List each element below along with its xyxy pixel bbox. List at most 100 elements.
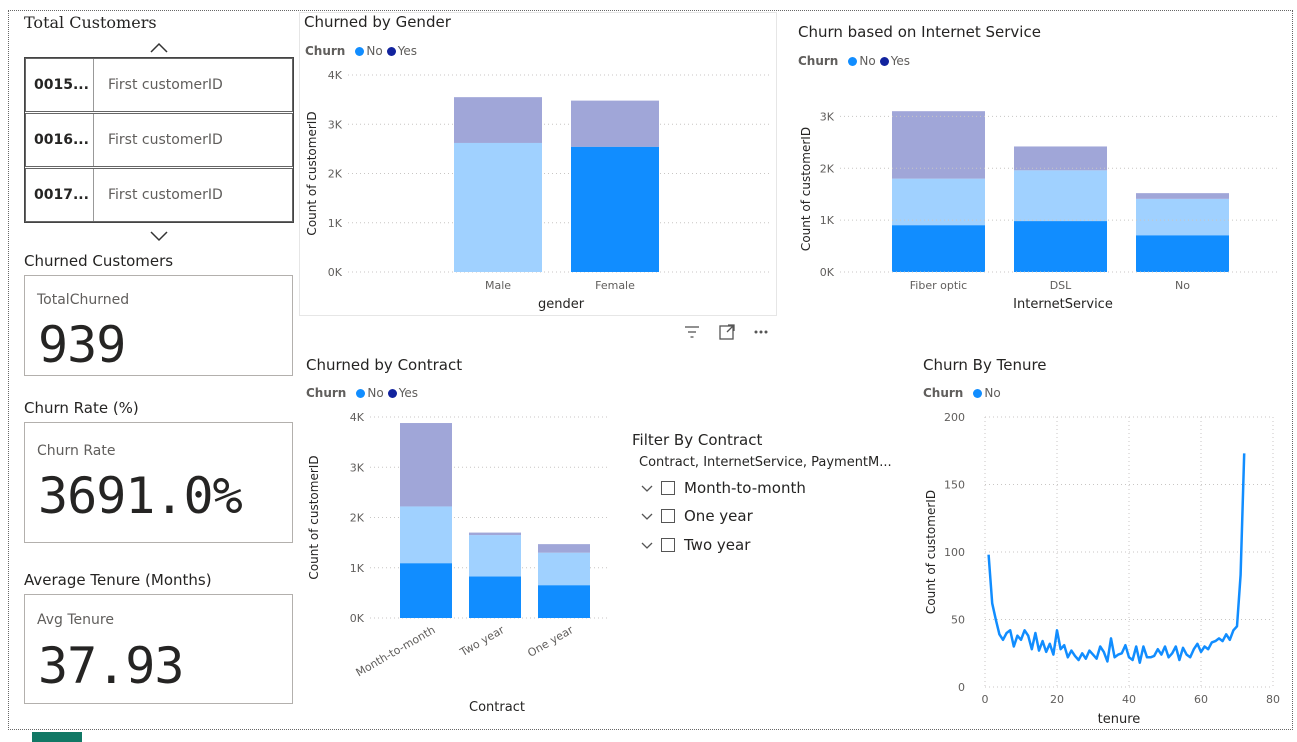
slicer-subtitle: Contract, InternetService, PaymentM... <box>639 455 892 470</box>
slicer-item-month-to-month[interactable]: Month-to-month <box>641 479 806 501</box>
total-customers-title: Total Customers <box>24 13 157 32</box>
avg-tenure-card[interactable]: Avg Tenure 37.93 <box>24 594 293 704</box>
y-tick-label: 3K <box>820 110 835 123</box>
bar-no-selected <box>892 225 985 272</box>
customer-id-cell: 0015... <box>26 59 94 111</box>
chart-title: Churn By Tenure <box>923 356 1047 374</box>
y-axis-label: Count of customerID <box>799 127 813 251</box>
x-tick-label: 80 <box>1266 693 1280 706</box>
more-options-icon[interactable] <box>752 323 770 341</box>
expand-chevron-icon[interactable] <box>641 485 653 493</box>
y-tick-label: 4K <box>350 411 365 424</box>
chart-title: Churned by Gender <box>304 13 451 31</box>
legend-no: No <box>859 54 876 68</box>
chart-legend[interactable]: Churn No Yes <box>798 54 910 68</box>
legend-no-dot <box>356 389 366 398</box>
slicer-item-label: Month-to-month <box>684 479 806 497</box>
legend-title: Churn <box>306 386 347 400</box>
legend-yes-dot <box>387 389 397 398</box>
legend-yes: Yes <box>890 54 911 68</box>
tenure-line-chart[interactable]: 0 50 100 150 200 0 20 40 60 80 Count of customerID… <box>918 404 1288 726</box>
slicer-item-label: One year <box>684 507 753 525</box>
legend-yes: Yes <box>398 386 419 400</box>
bar-no-selected <box>400 563 452 618</box>
first-customer-cell: First customerID <box>108 77 223 93</box>
y-tick-label: 0K <box>328 266 343 279</box>
y-tick-label: 2K <box>350 512 365 525</box>
bar-yes-light <box>571 100 659 147</box>
internet-service-bar-chart[interactable]: Count of customerID Fiber optic DSL No Inter… <box>794 86 1284 316</box>
legend-title: Churn <box>305 44 346 58</box>
bar-no-selected <box>454 142 542 272</box>
focus-mode-icon[interactable] <box>718 323 736 341</box>
y-tick-label: 1K <box>820 214 835 227</box>
y-tick-label: 200 <box>944 411 965 424</box>
x-tick-label: Female <box>595 279 635 292</box>
checkbox[interactable] <box>661 509 675 523</box>
x-axis-label: InternetService <box>1013 297 1113 312</box>
customer-id-cell: 0017... <box>26 169 94 221</box>
slicer-item-one-year[interactable]: One year <box>641 507 753 529</box>
card-label: TotalChurned <box>37 292 130 308</box>
slicer-title: Filter By Contract <box>632 431 763 449</box>
expand-chevron-icon[interactable] <box>641 513 653 521</box>
y-axis-label: Count of customerID <box>924 490 938 614</box>
chevron-up-icon[interactable] <box>148 41 170 55</box>
y-tick-label: 0K <box>350 612 365 625</box>
legend-no-dot <box>973 389 983 398</box>
first-customer-cell: First customerID <box>108 187 223 203</box>
card-label: Churn Rate <box>37 443 116 459</box>
contract-bar-chart[interactable]: 0K 1K 2K 3K 4K Count of customerID Month-to-mo… <box>302 402 612 722</box>
churned-customers-card[interactable]: TotalChurned 939 <box>24 275 293 376</box>
checkbox[interactable] <box>661 481 675 495</box>
x-tick-label: No <box>1175 279 1190 292</box>
page-tab-indicator[interactable] <box>32 732 82 742</box>
legend-yes-dot <box>879 57 889 66</box>
bar-no-selected <box>1014 221 1107 272</box>
checkbox[interactable] <box>661 538 675 552</box>
avg-tenure-title: Average Tenure (Months) <box>24 571 212 589</box>
legend-yes: Yes <box>397 44 418 58</box>
y-tick-label: 3K <box>350 461 365 474</box>
bar-yes-light <box>1136 193 1229 199</box>
chart-legend[interactable]: Churn No <box>923 386 1001 400</box>
first-customer-cell: First customerID <box>108 132 223 148</box>
gender-bar-chart[interactable]: 0K 1K 2K 3K 4K Count of customerID Male Femaleg… <box>300 60 776 315</box>
churn-rate-title: Churn Rate (%) <box>24 399 139 417</box>
filter-icon[interactable] <box>683 323 701 341</box>
y-axis-label: Count of customerID <box>305 111 319 235</box>
table-row[interactable]: 0015... First customerID <box>25 58 293 112</box>
x-tick-label: 60 <box>1194 693 1208 706</box>
gender-chart-frame[interactable] <box>299 12 777 316</box>
slicer-item-two-year[interactable]: Two year <box>641 536 750 558</box>
bar-no-selected <box>469 576 521 618</box>
expand-chevron-icon[interactable] <box>641 542 653 550</box>
churn-rate-card[interactable]: Churn Rate 3691.0% <box>24 422 293 543</box>
y-tick-label: 4K <box>328 69 343 82</box>
legend-no-dot <box>848 57 858 66</box>
y-tick-label: 50 <box>951 614 965 627</box>
chevron-down-icon[interactable] <box>148 229 170 243</box>
x-tick-label: 20 <box>1050 693 1064 706</box>
table-row[interactable]: 0016... First customerID <box>25 113 293 167</box>
legend-no: No <box>366 44 383 58</box>
y-tick-label: 1K <box>328 217 343 230</box>
x-axis-label: gender <box>538 297 585 312</box>
chart-title: Churn based on Internet Service <box>798 23 1041 41</box>
customer-table: 0015... First customerID 0016... First c… <box>24 57 294 223</box>
card-value: 37.93 <box>38 637 185 695</box>
card-value: 939 <box>38 316 126 374</box>
card-value: 3691.0% <box>38 467 243 525</box>
bar-yes-light <box>892 111 985 179</box>
chart-legend[interactable]: Churn No Yes <box>305 44 417 58</box>
card-label: Avg Tenure <box>37 612 114 628</box>
y-tick-label: 3K <box>328 118 343 131</box>
bar-no-selected <box>538 585 590 618</box>
bar-no-selected <box>1136 235 1229 272</box>
chart-legend[interactable]: Churn No Yes <box>306 386 418 400</box>
series-line-no <box>987 453 1246 664</box>
legend-title: Churn <box>798 54 839 68</box>
bar-yes-light <box>469 532 521 536</box>
table-row[interactable]: 0017... First customerID <box>25 168 293 222</box>
legend-yes-dot <box>386 47 396 56</box>
